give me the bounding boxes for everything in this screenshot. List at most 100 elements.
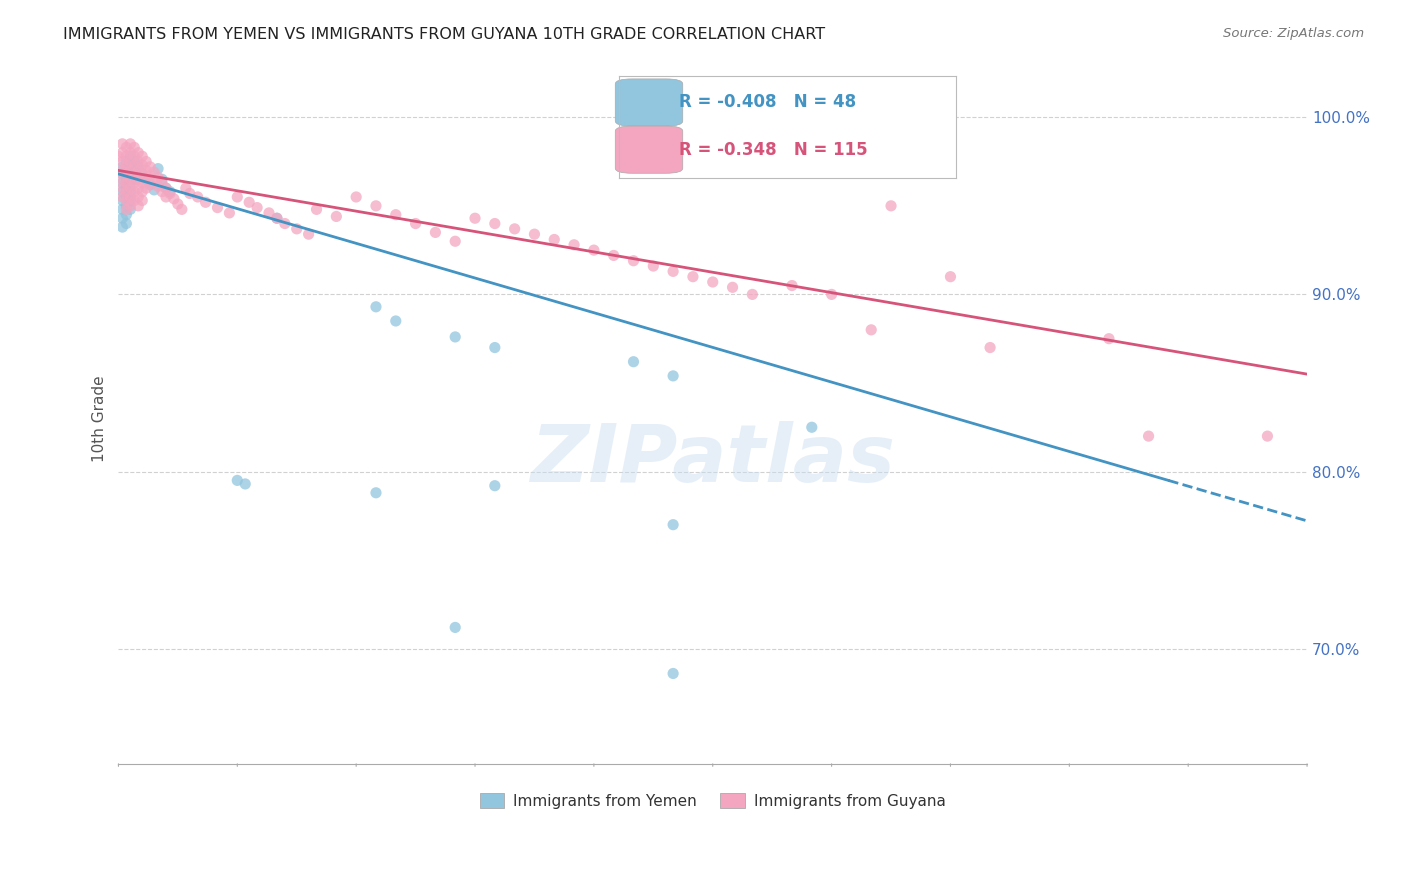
Point bbox=[139, 178, 162, 192]
Point bbox=[115, 190, 138, 204]
Point bbox=[543, 232, 565, 246]
Point bbox=[124, 154, 146, 169]
Point bbox=[623, 253, 645, 268]
Point bbox=[127, 199, 149, 213]
Point bbox=[111, 190, 134, 204]
Point bbox=[131, 158, 153, 172]
Point bbox=[405, 217, 427, 231]
Point bbox=[120, 202, 142, 217]
Point bbox=[127, 154, 149, 169]
Point bbox=[298, 227, 321, 242]
Point bbox=[1098, 332, 1121, 346]
Point bbox=[120, 176, 142, 190]
Point bbox=[120, 158, 142, 172]
Point bbox=[602, 248, 624, 262]
Point bbox=[115, 163, 138, 178]
Point bbox=[344, 190, 367, 204]
Point bbox=[238, 195, 260, 210]
Point bbox=[257, 206, 280, 220]
Point bbox=[880, 199, 903, 213]
Point bbox=[167, 197, 190, 211]
Point bbox=[135, 154, 157, 169]
Point bbox=[107, 149, 129, 163]
Point bbox=[226, 474, 249, 488]
Point bbox=[523, 227, 546, 242]
Point bbox=[124, 176, 146, 190]
Point bbox=[111, 176, 134, 190]
Point bbox=[266, 211, 288, 226]
Legend: Immigrants from Yemen, Immigrants from Guyana: Immigrants from Yemen, Immigrants from G… bbox=[474, 787, 952, 815]
Point bbox=[124, 149, 146, 163]
Point bbox=[135, 172, 157, 186]
Point bbox=[115, 217, 138, 231]
Point bbox=[207, 201, 229, 215]
Point bbox=[115, 208, 138, 222]
Point bbox=[131, 167, 153, 181]
Point bbox=[159, 186, 181, 201]
Point bbox=[124, 163, 146, 178]
Point bbox=[146, 179, 169, 194]
Point bbox=[266, 211, 288, 226]
Point bbox=[170, 202, 193, 217]
Point bbox=[131, 185, 153, 199]
Point bbox=[111, 181, 134, 195]
Point bbox=[364, 485, 387, 500]
Point bbox=[124, 167, 146, 181]
Point bbox=[111, 163, 134, 178]
Point bbox=[1256, 429, 1278, 443]
Point bbox=[111, 211, 134, 226]
Point bbox=[120, 149, 142, 163]
Point bbox=[233, 477, 256, 491]
Point bbox=[194, 195, 217, 210]
Point bbox=[131, 194, 153, 208]
Point bbox=[246, 201, 269, 215]
Point bbox=[120, 185, 142, 199]
Point bbox=[155, 181, 177, 195]
Point bbox=[124, 172, 146, 186]
Point bbox=[444, 330, 467, 344]
Point bbox=[444, 620, 467, 634]
Point bbox=[384, 208, 406, 222]
Text: R = -0.348   N = 115: R = -0.348 N = 115 bbox=[679, 141, 868, 159]
Point bbox=[127, 145, 149, 160]
Point bbox=[120, 163, 142, 178]
Point bbox=[187, 190, 209, 204]
Point bbox=[124, 185, 146, 199]
Point bbox=[127, 169, 149, 183]
Point bbox=[150, 185, 173, 199]
Point bbox=[562, 237, 585, 252]
Point bbox=[155, 190, 177, 204]
Point bbox=[682, 269, 704, 284]
Point bbox=[163, 192, 186, 206]
Point bbox=[115, 181, 138, 195]
Point bbox=[146, 170, 169, 185]
Point bbox=[582, 243, 605, 257]
Point bbox=[425, 226, 447, 240]
Point bbox=[120, 194, 142, 208]
Point bbox=[120, 136, 142, 151]
Point bbox=[484, 341, 506, 355]
Point bbox=[120, 145, 142, 160]
Point bbox=[127, 160, 149, 174]
Point bbox=[111, 185, 134, 199]
Point bbox=[150, 176, 173, 190]
Point bbox=[741, 287, 763, 301]
Point bbox=[111, 202, 134, 217]
Point bbox=[111, 154, 134, 169]
Point bbox=[111, 136, 134, 151]
Point bbox=[124, 158, 146, 172]
Point bbox=[115, 199, 138, 213]
Point bbox=[484, 479, 506, 493]
Point bbox=[115, 194, 138, 208]
Point bbox=[139, 169, 162, 183]
Text: ZIPatlas: ZIPatlas bbox=[530, 421, 896, 499]
Point bbox=[120, 199, 142, 213]
Point bbox=[111, 172, 134, 186]
Point bbox=[146, 161, 169, 176]
Point bbox=[143, 165, 166, 179]
Point bbox=[120, 154, 142, 169]
Point bbox=[979, 341, 1001, 355]
Point bbox=[115, 154, 138, 169]
Point bbox=[364, 300, 387, 314]
Point bbox=[179, 186, 201, 201]
